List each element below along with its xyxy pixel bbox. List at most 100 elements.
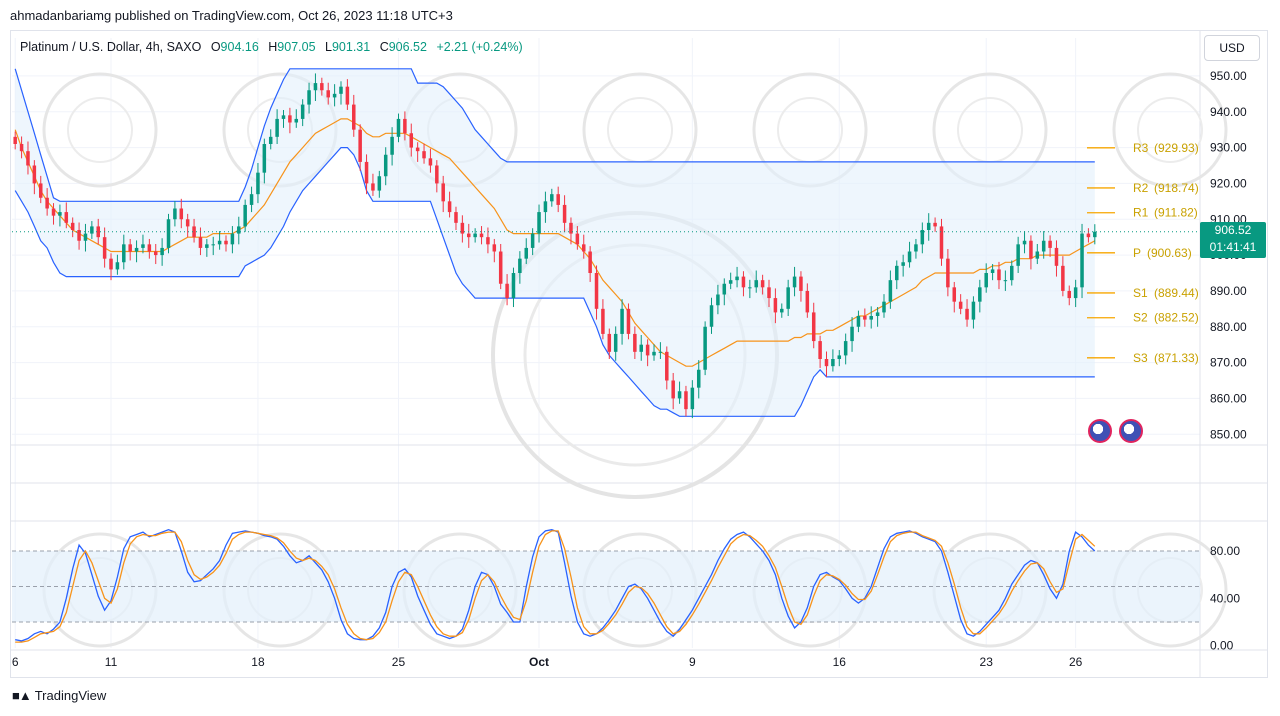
price-tick-6: 890.00 [1210,284,1247,298]
candle-1 [19,136,24,159]
candle-115 [748,279,752,299]
legend-open: 904.16 [220,40,259,54]
candle-11 [83,223,88,252]
candle-8 [64,202,69,229]
time-tick-3: 25 [392,655,406,669]
candle-73 [479,226,484,245]
candle-body-34 [230,233,235,245]
candle-113 [735,266,739,288]
price-tick-9: 860.00 [1210,391,1247,405]
candle-52 [345,79,350,110]
candle-body-90 [588,251,592,273]
candle-body-103 [671,380,675,399]
price-axis: 950.00940.00930.00920.00910.00900.00890.… [1210,69,1247,441]
candle-body-134 [869,316,873,320]
candle-59 [390,127,394,166]
candle-body-53 [352,104,356,130]
candle-111 [722,278,727,306]
candle-body-109 [709,305,714,327]
candle-body-100 [652,351,656,356]
time-tick-0: 6 [12,655,19,669]
tradingview-footer[interactable]: ■▲ TradingView [12,688,106,703]
candle-body-143 [926,222,931,230]
us-flag-event-icon[interactable] [1088,419,1112,443]
candle-body-114 [741,276,746,288]
candle-87 [569,217,573,245]
candle-124 [805,283,810,318]
candle-body-18 [128,244,132,252]
candle-body-13 [96,226,100,238]
pivot-label-P: P [1133,246,1141,260]
price-tick-8: 870.00 [1210,356,1247,370]
candle-body-163 [1054,247,1059,266]
candle-body-44 [294,118,299,123]
candle-body-22 [153,251,158,256]
time-tick-8: 26 [1069,655,1083,669]
candle-110 [716,284,720,315]
time-axis: 6 11 18 25 Oct 9 16 23 26 [12,655,1083,669]
candle-body-128 [831,359,835,367]
candle-body-168 [1086,233,1091,238]
candle-37 [249,186,254,213]
candle-body-60 [396,118,401,137]
candle-body-137 [888,280,893,302]
candle-62 [409,123,414,157]
candle-23 [160,238,164,266]
last-price: 906.52 [1214,223,1252,237]
price-tick-10: 850.00 [1210,427,1247,441]
candle-body-164 [1061,265,1065,291]
us-flag-event-icon-2[interactable] [1119,419,1143,443]
candle-88 [575,226,580,250]
candle-139 [901,254,905,277]
candle-body-117 [760,280,765,288]
candle-107 [696,360,701,399]
candle-body-65 [428,158,433,166]
candle-body-89 [581,244,586,252]
candle-96 [626,303,631,340]
candle-0 [13,131,17,150]
legend-high: 907.05 [277,40,316,54]
candle-body-165 [1067,290,1072,299]
candle-35 [237,216,241,245]
candle-body-5 [45,197,49,209]
candle-body-115 [748,287,752,289]
candle-body-86 [562,204,567,223]
pivot-value-S3: (871.33) [1154,351,1199,365]
candle-30 [205,238,209,257]
candle-32 [217,231,222,250]
candle-body-150 [971,301,976,320]
candle-50 [332,84,337,107]
candle-94 [613,326,618,361]
pivot-label-R3: R3 [1133,141,1149,155]
candle-84 [550,188,554,207]
candle-body-75 [492,244,497,252]
candle-54 [358,124,362,171]
price-tick-7: 880.00 [1210,320,1247,334]
currency-button[interactable]: USD [1204,35,1260,61]
candle-76 [498,243,503,290]
candle-body-106 [690,387,695,410]
candle-129 [837,350,842,367]
candle-48 [320,77,324,96]
candle-body-9 [70,222,75,230]
candle-body-66 [435,165,439,184]
candle-body-135 [875,312,880,316]
footer-brand: TradingView [34,688,107,703]
candle-body-79 [518,258,522,273]
candle-152 [984,263,988,293]
candle-74 [486,227,490,254]
candle-142 [920,222,925,254]
candle-104 [677,381,682,404]
candle-20 [141,234,145,254]
candle-body-33 [224,240,228,245]
candle-156 [1010,260,1014,286]
candle-body-12 [90,226,94,234]
candle-132 [856,310,861,333]
symbol-legend: Platinum / U.S. Dollar, 4h, SAXO O904.16… [20,40,523,54]
pivot-label-S1: S1 [1133,286,1148,300]
candle-body-14 [102,237,107,259]
time-tick-1: 11 [105,655,118,669]
stoch-tick-1: 40.00 [1210,591,1240,605]
candle-119 [773,288,778,324]
